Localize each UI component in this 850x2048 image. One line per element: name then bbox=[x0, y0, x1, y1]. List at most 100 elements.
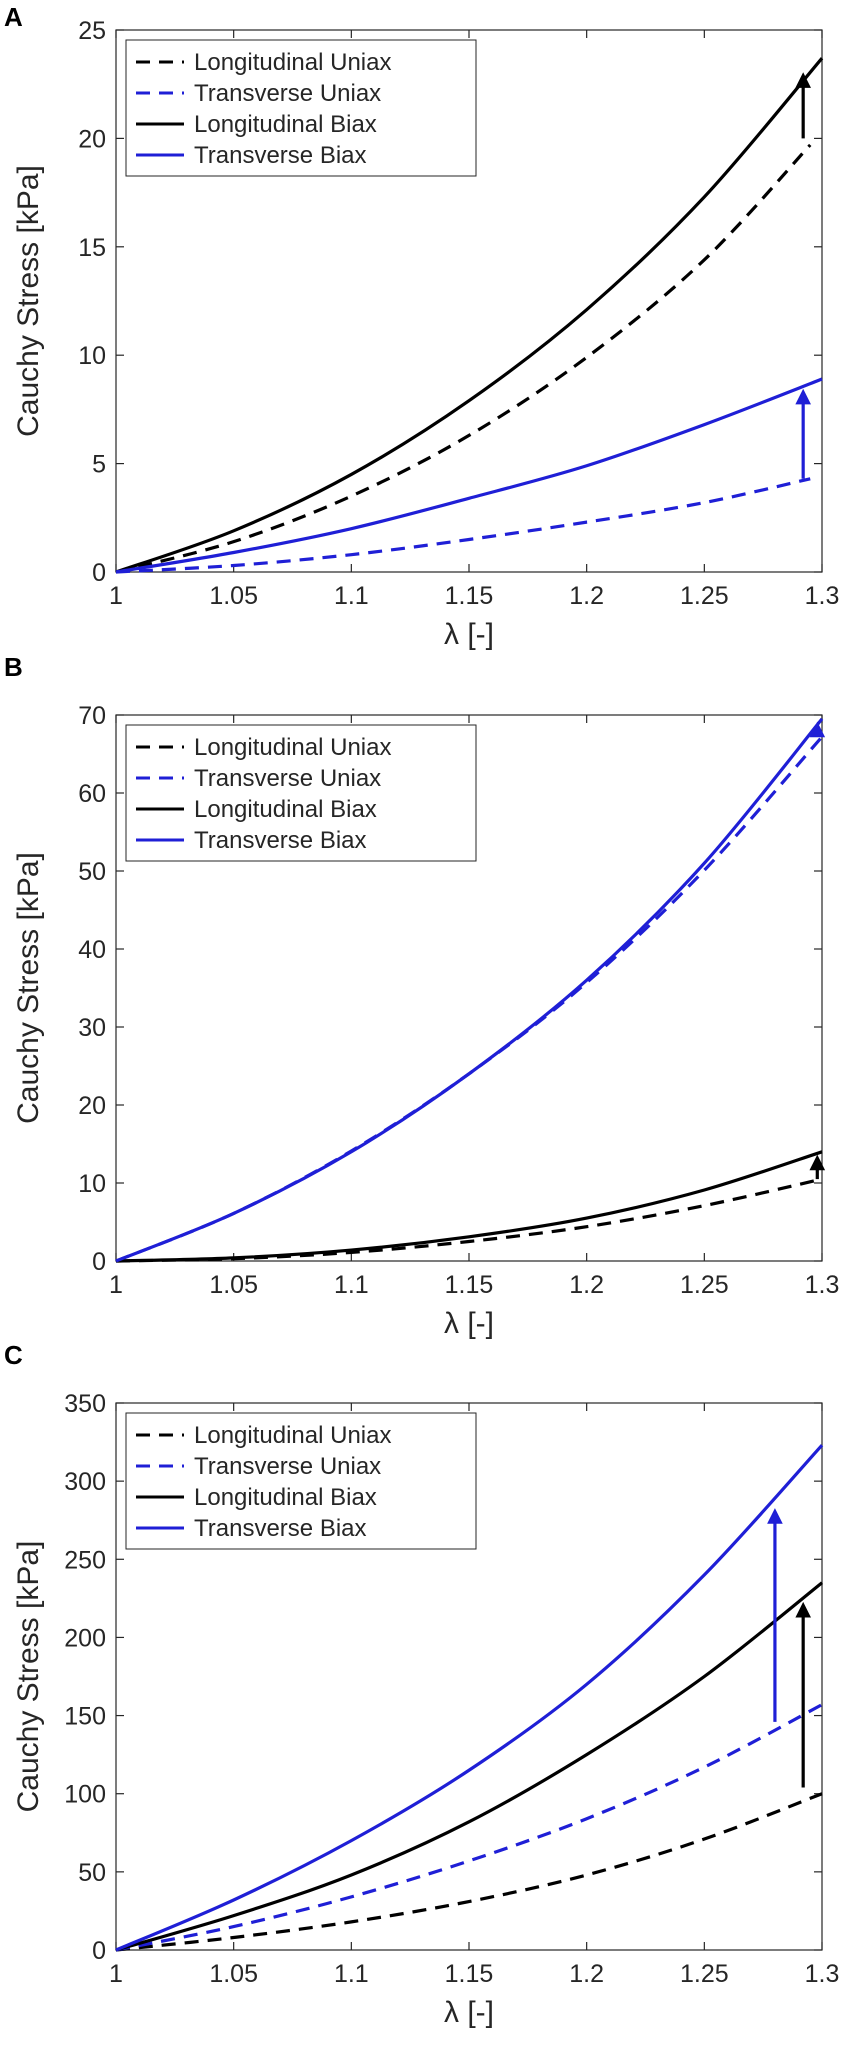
panel-b: B 1 1.05 1.1 1.15 1.2 1.25 1.3 0 10 20 30 40 50 60 70 λ … bbox=[4, 652, 839, 1340]
y-tick-label: 150 bbox=[64, 1703, 106, 1731]
panel-letter: A bbox=[4, 2, 23, 32]
y-tick-label: 100 bbox=[64, 1781, 106, 1809]
legend-box bbox=[125, 39, 477, 177]
x-tick-label: 1.1 bbox=[334, 1960, 369, 1988]
y-tick-label: 50 bbox=[78, 1859, 106, 1887]
y-tick-label: 20 bbox=[78, 125, 106, 153]
x-tick-label: 1.25 bbox=[680, 582, 729, 610]
y-axis-label: Cauchy Stress [kPa] bbox=[12, 852, 45, 1124]
arrow-annotation bbox=[809, 721, 826, 738]
arrow-annotation bbox=[795, 72, 811, 139]
x-axis-label: λ [-] bbox=[444, 1307, 494, 1340]
x-tick-label: 1.3 bbox=[805, 582, 840, 610]
legend-item: Longitudinal Biax bbox=[136, 1484, 377, 1511]
x-tick-label: 1.05 bbox=[209, 1960, 258, 1988]
legend-box bbox=[125, 724, 477, 862]
legend-item: Longitudinal Uniax bbox=[136, 49, 391, 76]
legend-label: Longitudinal Uniax bbox=[194, 49, 391, 76]
legend-item: Longitudinal Uniax bbox=[136, 734, 391, 761]
y-tick-label: 5 bbox=[92, 451, 106, 479]
series-line-longitudinal-biax bbox=[115, 1150, 823, 1263]
x-tick-label: 1.1 bbox=[334, 1271, 369, 1299]
y-tick-label: 15 bbox=[78, 234, 106, 262]
y-tick-label: 0 bbox=[92, 1937, 106, 1965]
x-tick-label: 1 bbox=[109, 582, 123, 610]
y-tick-label: 0 bbox=[92, 1248, 106, 1276]
legend-item: Longitudinal Biax bbox=[136, 111, 377, 138]
legend-label: Longitudinal Biax bbox=[194, 796, 377, 823]
x-tick-label: 1.05 bbox=[209, 582, 258, 610]
x-tick-label: 1 bbox=[109, 1271, 123, 1299]
series-line-transverse-uniax bbox=[115, 477, 811, 574]
y-tick-label: 300 bbox=[64, 1468, 106, 1496]
series-line-transverse-uniax bbox=[115, 1703, 823, 1952]
x-axis-label: λ [-] bbox=[444, 1996, 494, 2029]
x-tick-label: 1.25 bbox=[680, 1960, 729, 1988]
x-tick-label: 1.3 bbox=[805, 1271, 840, 1299]
y-tick-label: 0 bbox=[92, 559, 106, 587]
y-tick-label: 30 bbox=[78, 1014, 106, 1042]
panel-letter: B bbox=[4, 652, 23, 682]
legend-label: Transverse Uniax bbox=[194, 80, 381, 107]
legend-item: Transverse Uniax bbox=[136, 1453, 381, 1480]
x-tick-label: 1.2 bbox=[569, 1960, 604, 1988]
x-tick-label: 1.2 bbox=[569, 1271, 604, 1299]
y-tick-label: 50 bbox=[78, 858, 106, 886]
x-tick-label: 1.2 bbox=[569, 582, 604, 610]
legend-label: Transverse Uniax bbox=[194, 765, 381, 792]
arrow-annotation bbox=[795, 388, 811, 479]
x-tick-label: 1.3 bbox=[805, 1960, 840, 1988]
y-tick-label: 20 bbox=[78, 1092, 106, 1120]
legend-item: Transverse Biax bbox=[136, 142, 367, 169]
y-tick-label: 40 bbox=[78, 936, 106, 964]
y-axis-label: Cauchy Stress [kPa] bbox=[12, 1541, 45, 1813]
arrow-annotation bbox=[767, 1508, 783, 1722]
legend-box bbox=[125, 1412, 477, 1550]
legend-item: Longitudinal Biax bbox=[136, 796, 377, 823]
legend-item: Transverse Biax bbox=[136, 827, 367, 854]
y-tick-label: 70 bbox=[78, 702, 106, 730]
legend-label: Longitudinal Uniax bbox=[194, 1422, 391, 1449]
series-line-longitudinal-biax bbox=[115, 1581, 823, 1952]
series-line-transverse-biax bbox=[115, 1444, 824, 1952]
legend-label: Longitudinal Uniax bbox=[194, 734, 391, 761]
legend-label: Transverse Biax bbox=[194, 1515, 367, 1542]
legend-item: Transverse Uniax bbox=[136, 765, 381, 792]
y-tick-label: 25 bbox=[78, 17, 106, 45]
x-tick-label: 1 bbox=[109, 1960, 123, 1988]
y-tick-label: 10 bbox=[78, 1170, 106, 1198]
legend-item: Transverse Uniax bbox=[136, 80, 381, 107]
legend: Longitudinal Uniax Transverse Uniax Longit… bbox=[125, 39, 477, 177]
y-tick-label: 10 bbox=[78, 342, 106, 370]
x-tick-label: 1.15 bbox=[445, 1271, 494, 1299]
series-line-transverse-biax bbox=[115, 717, 824, 1263]
y-axis-label: Cauchy Stress [kPa] bbox=[12, 165, 45, 437]
legend-label: Longitudinal Biax bbox=[194, 1484, 377, 1511]
x-tick-label: 1.25 bbox=[680, 1271, 729, 1299]
y-tick-label: 60 bbox=[78, 780, 106, 808]
x-tick-label: 1.15 bbox=[445, 1960, 494, 1988]
y-tick-label: 350 bbox=[64, 1390, 106, 1418]
legend: Longitudinal Uniax Transverse Uniax Longit… bbox=[125, 724, 477, 862]
x-tick-label: 1.05 bbox=[209, 1271, 258, 1299]
legend: Longitudinal Uniax Transverse Uniax Longit… bbox=[125, 1412, 477, 1550]
legend-label: Transverse Uniax bbox=[194, 1453, 381, 1480]
legend-label: Longitudinal Biax bbox=[194, 111, 377, 138]
arrow-annotation bbox=[809, 1154, 826, 1180]
series-line-longitudinal-uniax bbox=[115, 1792, 823, 1952]
legend-label: Transverse Biax bbox=[194, 142, 367, 169]
panel-c: C 1 1.05 1.1 1.15 1.2 1.25 1.3 0 50 100 150 200 250 30… bbox=[4, 1340, 839, 2029]
y-tick-label: 200 bbox=[64, 1624, 106, 1652]
series-line-longitudinal-uniax bbox=[115, 143, 812, 574]
x-tick-label: 1.15 bbox=[445, 582, 494, 610]
y-tick-label: 250 bbox=[64, 1546, 106, 1574]
x-tick-label: 1.1 bbox=[334, 582, 369, 610]
series-line-transverse-biax bbox=[115, 377, 823, 574]
legend-item: Longitudinal Uniax bbox=[136, 1422, 391, 1449]
legend-label: Transverse Biax bbox=[194, 827, 367, 854]
series-line-longitudinal-biax bbox=[115, 57, 824, 574]
panel-a: A 1 1.05 1.1 1.15 1.2 1.25 1.3 0 5 10 15 20 25 λ [-] Ca… bbox=[4, 2, 839, 651]
x-axis-label: λ [-] bbox=[444, 618, 494, 651]
legend-item: Transverse Biax bbox=[136, 1515, 367, 1542]
